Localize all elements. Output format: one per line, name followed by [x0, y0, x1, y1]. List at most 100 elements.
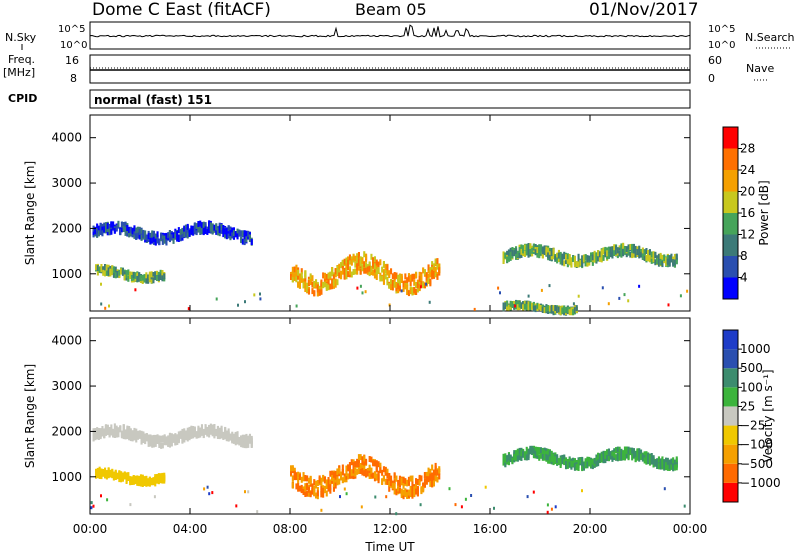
plot-title: Dome C East (fitACF) — [92, 0, 271, 20]
echo-cell — [190, 225, 193, 232]
echo-cell — [382, 278, 385, 285]
echo-cell — [332, 476, 335, 483]
echo-cell — [665, 462, 668, 469]
echo-cell — [504, 460, 507, 467]
echo-cell — [356, 264, 359, 271]
echo-cell — [181, 231, 184, 238]
noise-cell — [581, 489, 583, 493]
echo-cell — [134, 478, 137, 485]
echo-cell — [100, 264, 103, 270]
echo-cell — [668, 463, 671, 470]
echo-cell — [375, 466, 378, 473]
echo-cell — [532, 452, 535, 459]
echo-cell — [431, 481, 434, 488]
echo-cell — [159, 477, 162, 484]
echo-cell — [357, 258, 360, 265]
echo-cell — [298, 485, 301, 492]
echo-cell — [332, 274, 335, 281]
echo-cell — [368, 261, 371, 268]
echo-cell — [327, 278, 330, 285]
echo-cell — [209, 225, 212, 232]
echo-cell — [168, 230, 171, 237]
echo-cell — [183, 428, 186, 435]
echo-cell — [600, 453, 603, 460]
echo-cell — [174, 233, 177, 240]
echo-cell — [673, 464, 676, 471]
echo-cell — [331, 278, 334, 285]
echo-cell — [163, 273, 166, 280]
freq-label-2: [MHz] — [3, 66, 35, 79]
echo-cell — [415, 289, 418, 295]
echo-cell — [108, 228, 111, 235]
noise-cell — [638, 284, 641, 288]
echo-cell — [415, 282, 418, 288]
noise-cell — [208, 492, 211, 496]
echo-cell — [434, 475, 437, 482]
echo-cell — [139, 480, 142, 487]
echo-cell — [199, 220, 202, 227]
echo-cell — [416, 485, 419, 492]
colorbar-swatch — [723, 349, 738, 369]
noise-cell — [572, 302, 575, 306]
echo-cell — [363, 455, 366, 462]
echo-cell — [622, 250, 625, 257]
echo-cell — [236, 438, 239, 445]
echo-cell — [92, 229, 95, 235]
echo-cell — [411, 275, 414, 282]
noise-cell — [601, 286, 604, 290]
echo-cell — [338, 467, 341, 474]
echo-cell — [559, 309, 562, 316]
echo-cell — [168, 436, 171, 443]
echo-cell — [541, 448, 544, 454]
echo-cell — [247, 435, 250, 442]
echo-cell — [409, 491, 412, 498]
echo-cell — [531, 449, 534, 455]
echo-cell — [647, 255, 650, 262]
echo-cell — [293, 266, 296, 273]
echo-cell — [334, 268, 337, 275]
echo-cell — [570, 460, 573, 467]
echo-cell — [154, 274, 157, 281]
echo-cell — [140, 228, 143, 235]
echo-cell — [152, 236, 155, 243]
echo-cell — [291, 465, 294, 472]
echo-cell — [407, 476, 410, 483]
echo-cell — [316, 487, 319, 493]
echo-cell — [125, 478, 128, 484]
noise-cell — [686, 289, 689, 293]
echo-cell — [300, 272, 303, 279]
echo-cell — [516, 455, 519, 462]
echo-cell — [357, 468, 360, 474]
echo-cell — [131, 435, 134, 442]
echo-cell — [123, 472, 126, 479]
echo-cell — [247, 230, 250, 237]
echo-cell — [323, 477, 326, 484]
echo-cell — [247, 441, 250, 448]
echo-cell — [151, 435, 154, 442]
echo-cell — [347, 259, 350, 266]
echo-cell — [209, 423, 212, 430]
echo-cell — [552, 458, 555, 465]
echo-cell — [666, 258, 669, 265]
cpid-value: normal (fast) 151 — [94, 93, 212, 107]
echo-cell — [359, 256, 362, 263]
noise-cell — [360, 505, 363, 509]
x-tick-label: 20:00 — [573, 522, 608, 536]
echo-cell — [325, 284, 328, 291]
echo-cell — [361, 469, 364, 476]
echo-cell — [657, 463, 660, 470]
echo-cell — [184, 430, 187, 437]
echo-cell — [584, 254, 587, 261]
echo-cell — [638, 245, 641, 252]
echo-cell — [298, 280, 301, 287]
echo-cell — [343, 272, 346, 279]
noise-cell — [460, 505, 463, 509]
echo-cell — [557, 252, 560, 259]
echo-cell — [341, 464, 344, 471]
echo-cell — [365, 458, 368, 465]
echo-cell — [306, 484, 309, 491]
echo-cell — [133, 232, 136, 239]
echo-cell — [108, 431, 111, 438]
echo-cell — [525, 243, 528, 250]
echo-cell — [370, 467, 373, 474]
